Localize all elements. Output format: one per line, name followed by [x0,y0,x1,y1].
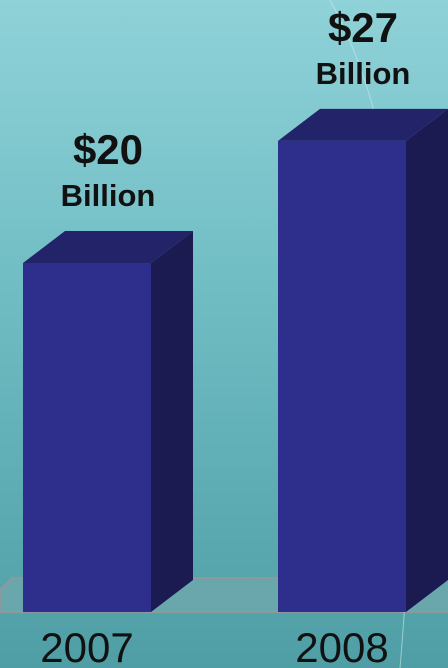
bar-side [406,108,448,612]
x-tick-label: 2008 [295,624,389,668]
value-label: $27 Billion [315,3,411,91]
bar [278,140,406,612]
bar-side [151,231,193,612]
x-tick-label: 2007 [40,624,134,668]
value-label: $20 Billion [60,126,156,214]
bar-top [278,108,448,141]
bar-top [23,231,193,263]
bar [23,263,151,612]
